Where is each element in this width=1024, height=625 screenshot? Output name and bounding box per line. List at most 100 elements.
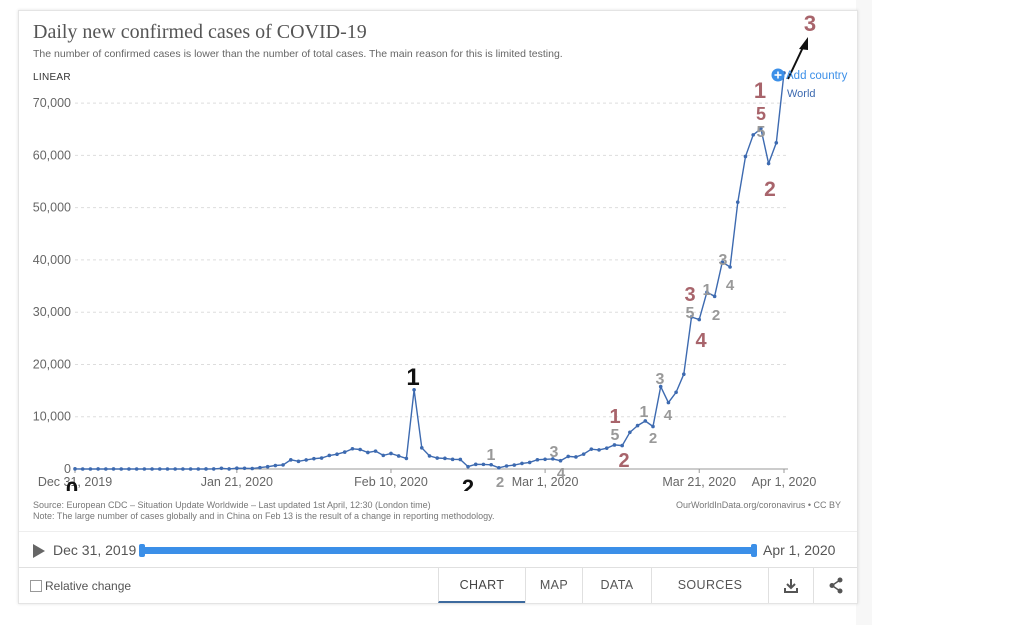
data-point [235,466,239,471]
series-label-world: World [787,88,816,100]
data-point [80,467,85,471]
data-point [612,443,617,447]
annotation-label: 2 [496,474,504,491]
annotation-label: 1 [406,364,419,391]
data-point [419,446,424,450]
scale-toggle[interactable]: LINEAR [33,72,71,83]
y-tick-label: 50,000 [33,201,71,215]
tab-sources[interactable]: SOURCES [651,568,768,603]
annotation-label: 1 [609,406,620,428]
annotation-label: 4 [557,465,566,482]
timeline-end-handle[interactable] [751,544,757,557]
annotation-label: 2 [764,178,776,201]
relative-change-label[interactable]: Relative change [45,579,132,593]
relative-change-checkbox[interactable] [30,580,42,592]
annotation-label: 2 [649,430,657,447]
series-line-world [74,72,785,470]
data-point [759,126,763,131]
y-tick-label: 30,000 [33,305,71,319]
annotation-label: 5 [686,305,695,322]
data-point [96,467,100,471]
tab-chart[interactable]: CHART [438,568,525,603]
data-point [581,452,586,456]
data-point [396,454,401,458]
data-point [705,290,709,294]
data-point [574,455,578,459]
data-point [450,457,455,462]
data-point [219,466,224,471]
data-point [211,467,216,471]
annotation-label: 3 [684,284,695,306]
annotation-label: 1 [754,78,766,103]
annotation-label: 3 [550,444,559,461]
x-tick-label: Dec 31, 2019 [38,475,112,489]
annotation-label: 2 [462,475,474,491]
data-point [489,462,493,467]
x-tick-label: Mar 1, 2020 [512,475,579,489]
data-point [250,466,255,471]
data-point [720,260,725,264]
tab-map[interactable]: MAP [525,568,582,603]
data-point [196,467,201,471]
y-tick-label: 10,000 [33,410,71,424]
source-note: Source: European CDC – Situation Update … [33,500,494,522]
source-line: Source: European CDC – Situation Update … [33,500,431,510]
data-point [466,464,470,469]
timeline-track[interactable] [140,547,756,554]
share-button[interactable] [813,568,858,603]
data-point [674,390,678,395]
data-point [666,400,671,405]
download-button[interactable] [768,568,813,603]
data-point [620,443,624,448]
y-tick-label: 0 [64,462,71,476]
data-point [412,388,416,392]
data-point [604,446,609,450]
credit-link[interactable]: OurWorldInData.org/coronavirus • CC BY [675,500,841,510]
y-tick-label: 40,000 [33,253,71,267]
data-point [520,461,524,466]
data-point [643,419,648,423]
play-icon[interactable] [33,544,45,558]
data-point [589,447,594,451]
data-point [427,454,432,458]
annotation-label: 3 [804,11,816,36]
annotation-label: 1 [703,282,712,299]
annotation-label: 1 [487,447,496,464]
timeline-start-handle[interactable] [139,544,145,557]
data-point [551,457,555,461]
data-point [227,467,231,471]
annotation-label: 5 [757,124,766,141]
annotation-label: 4 [695,330,707,352]
data-point [735,200,740,204]
data-point [327,453,332,458]
data-point [204,467,208,471]
data-point [366,450,370,455]
data-point [165,467,170,471]
download-icon [784,579,798,593]
tab-data[interactable]: DATA [582,568,651,603]
data-point [265,464,270,469]
annotation-label: 5 [756,104,766,124]
annotation-label: 3 [656,371,665,388]
data-point [527,460,532,465]
data-point [697,317,702,322]
data-point [304,458,308,462]
annotation-label: 1 [640,404,649,421]
x-tick-label: Mar 21, 2020 [662,475,736,489]
y-tick-label: 70,000 [33,96,71,110]
data-point [712,294,717,299]
data-point [481,462,486,467]
data-point [535,457,540,462]
data-point [288,458,293,462]
data-point [458,457,463,462]
data-point [628,430,632,435]
data-point [743,154,748,159]
timeline: Dec 31, 2019 Apr 1, 2020 [19,531,857,568]
x-tick-label: Jan 21, 2020 [201,475,273,489]
data-point [258,465,262,470]
data-point [335,452,339,457]
add-country-button[interactable]: Add country [786,70,848,82]
data-point [157,467,162,471]
annotation-label: 5 [611,427,620,444]
data-point [150,467,154,471]
